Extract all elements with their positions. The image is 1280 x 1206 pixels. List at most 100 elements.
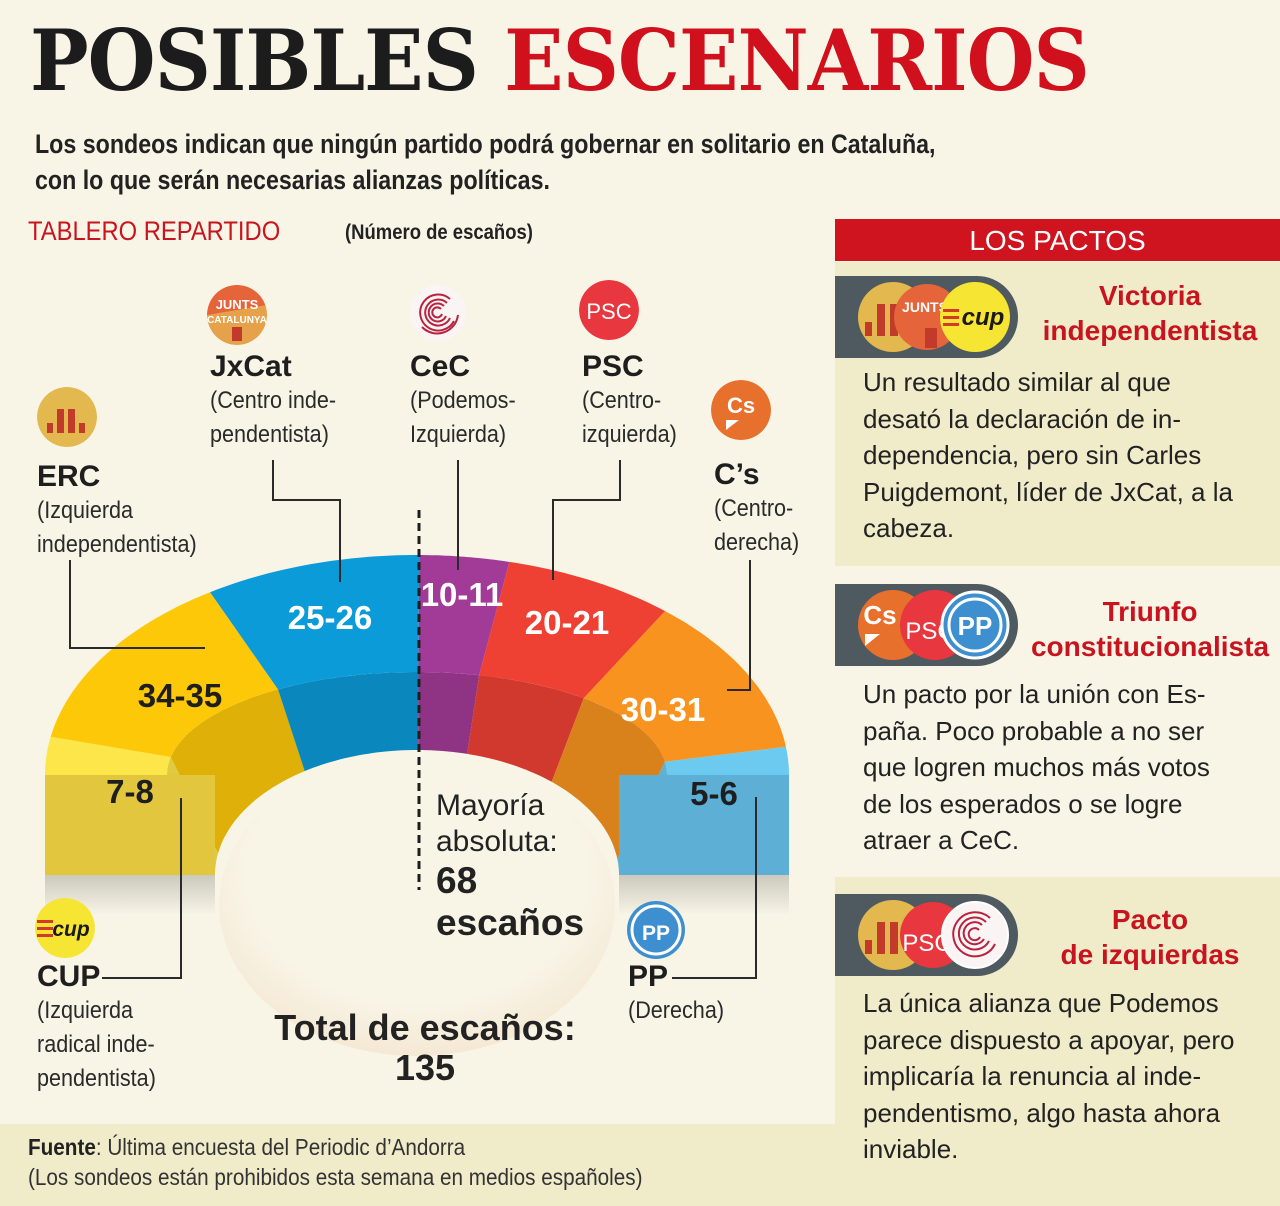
- cup-logo-text: cup: [52, 918, 90, 941]
- cec-logo-icon: [941, 901, 1009, 969]
- section-title: TABLERO REPARTIDO: [28, 216, 281, 246]
- majority-unit: escaños: [436, 902, 585, 943]
- party-desc-erc-2: independentista): [37, 531, 197, 558]
- total-value: 135: [394, 1047, 456, 1088]
- party-desc-cs-2: derecha): [714, 529, 800, 556]
- source-note: (Los sondeos están prohibidos esta seman…: [28, 1164, 643, 1190]
- party-name-cec: CeC: [410, 350, 471, 383]
- arch-group: [45, 555, 789, 1056]
- svg-text:cup: cup: [962, 304, 1005, 331]
- subtitle: Los sondeos indican que ningún partido p…: [35, 126, 998, 198]
- pact-title-line2: constitucionalista: [1030, 631, 1270, 662]
- party-desc-cec-1: (Podemos-: [410, 387, 516, 414]
- arch-front-block-cup: [45, 775, 215, 875]
- pact-description: Un resultado similar al que desató la de…: [863, 367, 1233, 543]
- arch-inner-wall-psc: [467, 675, 584, 782]
- junts-per-catalunya-logo-icon: JUNTS CATALUNYA: [207, 285, 267, 345]
- arch-front-block-pp: [619, 775, 789, 875]
- svg-text:PP: PP: [958, 611, 993, 641]
- pact-logos: JUNTS cup: [858, 282, 1010, 352]
- party-desc-erc-1: (Izquierda: [37, 497, 134, 524]
- page-title: POSIBLES ESCENARIOS: [30, 19, 1090, 104]
- pact-title: Victoria independentista: [1030, 278, 1270, 348]
- party-name-cs: C’s: [714, 458, 760, 491]
- party-desc-cup-1: (Izquierda: [37, 997, 134, 1024]
- party-name-erc: ERC: [37, 460, 101, 493]
- party-name-jxcat: JxCat: [210, 350, 292, 383]
- majority-text: Mayoría absoluta: 68 escaños: [436, 788, 584, 944]
- pact-description: La única alianza que Podemos parece disp…: [863, 988, 1235, 1164]
- section-subtitle: (Número de escaños): [345, 221, 533, 244]
- pact-logos: PSC: [858, 900, 1009, 970]
- total-seats: Total de escaños: 135: [230, 1008, 620, 1088]
- majority-label-1: Mayoría: [436, 789, 545, 822]
- seat-label-psc: 20-21: [524, 604, 610, 641]
- arch-hole-glow: [219, 754, 615, 1056]
- ciudadanos-logo-icon: Cs: [711, 380, 771, 440]
- party-name-psc: PSC: [582, 350, 644, 383]
- majority-label-2: absoluta:: [436, 825, 558, 858]
- seat-label-erc: 34-35: [137, 677, 223, 714]
- pp-logo-text: PP: [642, 922, 670, 945]
- pact-title: Pacto de izquierdas: [1030, 902, 1270, 972]
- party-name-cup: CUP: [37, 960, 101, 993]
- pact-title: Triunfo constitucionalista: [1030, 594, 1270, 664]
- pacts-header: LOS PACTOS: [835, 219, 1280, 261]
- arch-inner-wall-jxcat: [278, 672, 419, 772]
- parliament-chart: [45, 460, 789, 1056]
- party-desc-cec-2: Izquierda): [410, 421, 507, 448]
- pact-card-victoria: JUNTS cup Victoria independentista Un re…: [835, 262, 1280, 566]
- arch-sector-cs: [583, 611, 786, 762]
- erc-logo-icon: [37, 387, 97, 447]
- seat-label-pp: 5-6: [690, 775, 738, 812]
- cup-connector-line: [102, 798, 182, 979]
- arch-sector-erc: [50, 592, 279, 757]
- pact-card-izquierdas: PSC Pacto de izquierdas La única alianza…: [835, 877, 1280, 1206]
- party-desc-cs-1: (Centro-: [714, 495, 794, 522]
- pact-card-triunfo: Cs PSC PP Triunfo constitucionalista Un …: [835, 566, 1280, 877]
- pact-logos-badge: Cs PSC PP: [835, 584, 1018, 666]
- cs-logo-text: Cs: [727, 393, 755, 418]
- erc-connector-line: [69, 560, 205, 649]
- arch-inner-wall-cec: [418, 672, 480, 754]
- party-name-pp: PP: [628, 960, 669, 993]
- party-desc-psc-2: izquierda): [582, 421, 677, 448]
- pact-title-line1: Pacto: [1111, 904, 1189, 935]
- title-part1: POSIBLES: [30, 12, 479, 111]
- pact-title-line2: de izquierdas: [1060, 939, 1240, 970]
- source-label: Fuente: [28, 1134, 96, 1160]
- arch-sector-psc: [479, 561, 666, 699]
- pp-connector-line: [672, 797, 757, 979]
- party-desc-jxcat-1: (Centro inde-: [210, 387, 337, 414]
- pact-title-line1: Victoria: [1098, 280, 1202, 311]
- pact-logos-badge: JUNTS cup: [835, 276, 1018, 358]
- cup-logo-icon: cup: [940, 282, 1010, 352]
- majority-value: 68: [436, 860, 478, 901]
- junts-per-catalunya-logo-icon: JUNTS: [894, 284, 960, 350]
- pp-logo-icon: PP: [940, 590, 1010, 660]
- svg-text:Cs: Cs: [863, 600, 896, 630]
- cup-logo-icon: cup: [35, 898, 95, 958]
- seat-label-jxcat: 25-26: [287, 599, 373, 636]
- seat-label-cs: 30-31: [620, 691, 706, 728]
- pact-description: Un pacto por la unión con Es- paña. Poco…: [863, 679, 1210, 855]
- arch-sector-pp: [664, 746, 789, 775]
- arch-sector-cec: [418, 555, 510, 676]
- arch-sector-cup: [45, 736, 171, 775]
- total-label: Total de escaños:: [274, 1007, 576, 1048]
- pact-title-line2: independentista: [1042, 315, 1258, 346]
- seat-label-cup: 7-8: [106, 773, 154, 810]
- pacts-sidebar: LOS PACTOS JUNTS: [835, 219, 1280, 1206]
- subtitle-line1: Los sondeos indican que ningún partido p…: [35, 129, 936, 159]
- seat-label-cec: 10-11: [420, 576, 504, 613]
- party-desc-cup-2: radical inde-: [37, 1031, 155, 1058]
- cec-logo-icon: [410, 285, 466, 341]
- party-desc-cup-3: pendentista): [37, 1065, 156, 1092]
- pact-title-line1: Triunfo: [1102, 596, 1198, 627]
- party-desc-psc-1: (Centro-: [582, 387, 662, 414]
- party-desc-pp-1: (Derecha): [628, 997, 725, 1024]
- connector-lines: [69, 460, 757, 979]
- psc-logo-icon: PSC: [579, 280, 639, 340]
- source-footer: Fuente: Última encuesta del Periodic d’A…: [0, 1124, 835, 1206]
- psc-logo-text: PSC: [586, 299, 631, 324]
